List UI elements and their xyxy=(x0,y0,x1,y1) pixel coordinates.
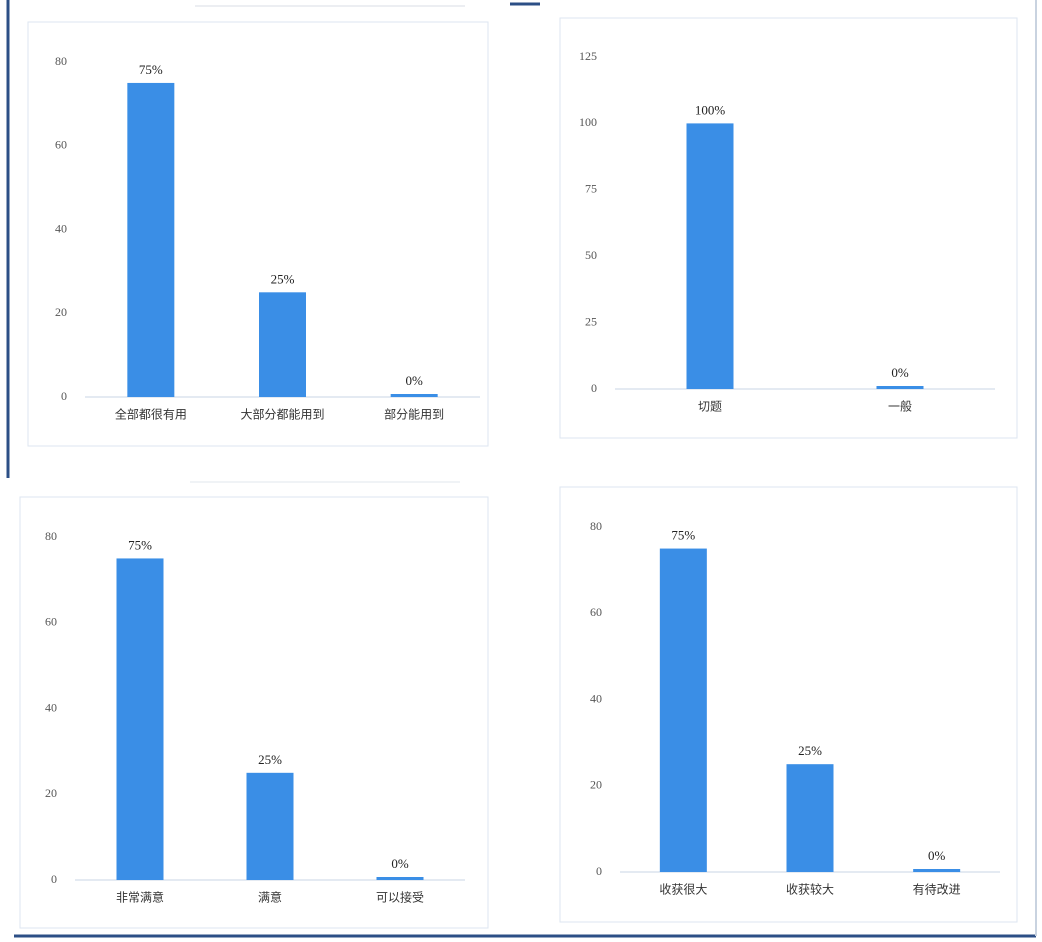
x-tick-label: 部分能用到 xyxy=(384,407,444,422)
y-tick-label: 0 xyxy=(51,872,57,886)
value-label: 75% xyxy=(128,537,152,552)
y-tick-label: 80 xyxy=(590,519,602,533)
y-tick-label: 125 xyxy=(579,49,597,63)
y-tick-label: 0 xyxy=(591,381,597,395)
value-label: 0% xyxy=(891,365,909,380)
y-tick-label: 0 xyxy=(596,864,602,878)
bar xyxy=(913,869,961,872)
x-tick-label: 收获很大 xyxy=(659,883,707,897)
bar xyxy=(116,558,164,880)
y-tick-label: 60 xyxy=(590,605,602,619)
y-tick-label: 20 xyxy=(590,778,602,792)
bar xyxy=(390,394,438,397)
y-tick-label: 80 xyxy=(45,529,57,543)
x-tick-label: 有待改进 xyxy=(913,883,961,897)
x-tick-label: 切题 xyxy=(698,400,722,414)
y-tick-label: 20 xyxy=(55,305,67,319)
y-tick-label: 80 xyxy=(55,54,67,68)
panel xyxy=(27,21,489,447)
value-label: 25% xyxy=(798,743,822,758)
panel xyxy=(559,486,1018,923)
y-tick-label: 50 xyxy=(585,248,597,262)
value-label: 0% xyxy=(405,373,423,388)
panel xyxy=(559,17,1018,439)
y-tick-label: 60 xyxy=(55,138,67,152)
y-tick-label: 100 xyxy=(579,115,597,129)
bar xyxy=(376,877,424,880)
bar xyxy=(659,548,707,872)
x-tick-label: 一般 xyxy=(888,399,912,414)
y-tick-label: 40 xyxy=(590,691,602,705)
bar xyxy=(259,292,306,397)
x-tick-label: 收获较大 xyxy=(786,882,834,897)
x-tick-label: 全部都很有用 xyxy=(115,407,187,422)
y-tick-label: 0 xyxy=(61,389,67,403)
y-tick-label: 40 xyxy=(45,700,57,714)
value-label: 0% xyxy=(391,856,409,871)
bar xyxy=(246,772,294,880)
y-tick-label: 20 xyxy=(45,786,57,800)
x-tick-label: 大部分都能用到 xyxy=(240,407,324,422)
y-tick-label: 40 xyxy=(55,221,67,235)
value-label: 25% xyxy=(258,752,282,767)
bar xyxy=(127,82,175,397)
bar xyxy=(686,123,734,390)
y-tick-label: 60 xyxy=(45,615,57,629)
value-label: 25% xyxy=(271,271,295,286)
y-tick-label: 75 xyxy=(585,182,597,196)
bar xyxy=(786,764,834,872)
y-tick-label: 25 xyxy=(585,314,597,328)
value-label: 0% xyxy=(928,848,946,863)
x-tick-label: 可以接受 xyxy=(376,890,424,905)
value-label: 100% xyxy=(695,102,726,117)
value-label: 75% xyxy=(139,62,163,77)
x-tick-label: 非常满意 xyxy=(116,890,164,905)
bar xyxy=(876,386,924,389)
value-label: 75% xyxy=(671,528,695,543)
x-tick-label: 满意 xyxy=(258,890,282,905)
